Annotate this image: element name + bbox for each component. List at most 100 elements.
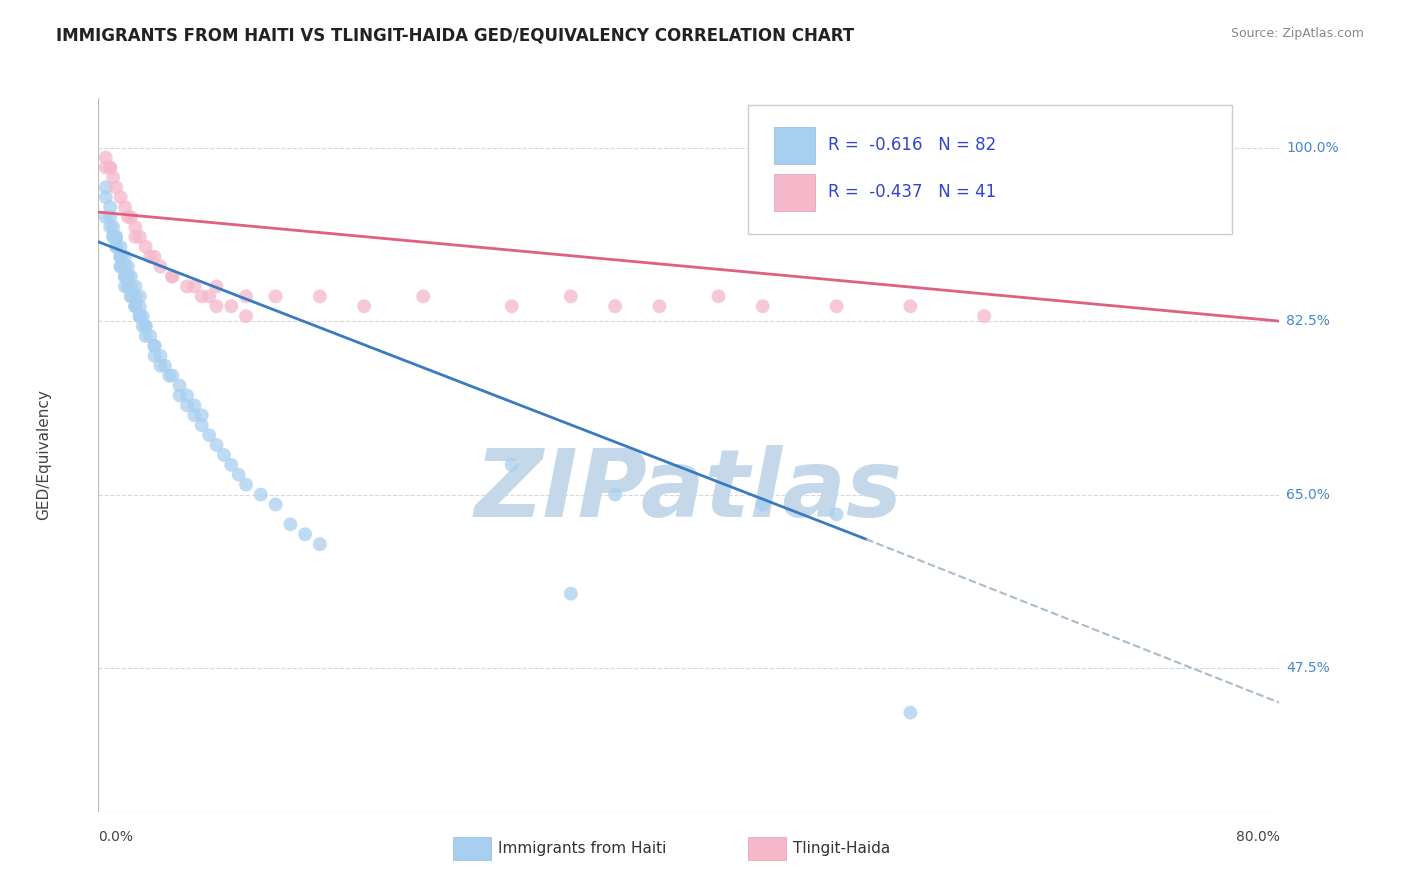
Point — [751, 299, 773, 313]
Point — [176, 398, 198, 412]
Bar — [748, 838, 786, 860]
Point — [98, 210, 121, 224]
Point — [135, 319, 157, 334]
FancyBboxPatch shape — [748, 105, 1232, 234]
Point — [132, 319, 155, 334]
Point — [114, 269, 136, 284]
Point — [605, 487, 627, 501]
Point — [105, 180, 128, 194]
Point — [198, 289, 221, 303]
Point — [191, 418, 214, 433]
Point — [900, 706, 922, 720]
Point — [560, 587, 582, 601]
Point — [169, 378, 191, 392]
Point — [117, 210, 139, 224]
Point — [124, 299, 146, 313]
Point — [143, 250, 166, 264]
Point — [117, 269, 139, 284]
Point — [114, 279, 136, 293]
Point — [124, 299, 146, 313]
Point — [149, 359, 172, 373]
Text: R =  -0.616   N = 82: R = -0.616 N = 82 — [828, 136, 997, 154]
Point — [149, 260, 172, 274]
Point — [114, 269, 136, 284]
Point — [183, 279, 205, 293]
Point — [110, 240, 132, 254]
Text: 100.0%: 100.0% — [1286, 141, 1339, 154]
Point — [309, 289, 332, 303]
Point — [103, 219, 125, 234]
Point — [94, 190, 117, 204]
Point — [110, 190, 132, 204]
Point — [94, 161, 117, 175]
Point — [128, 230, 150, 244]
Point — [120, 210, 142, 224]
Text: 0.0%: 0.0% — [98, 830, 134, 844]
Text: 65.0%: 65.0% — [1286, 488, 1330, 501]
Point — [825, 508, 848, 522]
Point — [264, 498, 287, 512]
Point — [110, 250, 132, 264]
Point — [135, 240, 157, 254]
Point — [105, 240, 128, 254]
Point — [94, 210, 117, 224]
Point — [501, 458, 523, 472]
Point — [751, 498, 773, 512]
Point — [157, 368, 180, 383]
Point — [110, 260, 132, 274]
Point — [278, 517, 302, 532]
Point — [103, 170, 125, 185]
Point — [235, 477, 257, 491]
Point — [309, 537, 332, 551]
Point — [176, 279, 198, 293]
Point — [412, 289, 434, 303]
Point — [128, 299, 150, 313]
Point — [114, 269, 136, 284]
Point — [501, 299, 523, 313]
Text: 47.5%: 47.5% — [1286, 661, 1330, 675]
Point — [900, 299, 922, 313]
Point — [235, 309, 257, 323]
Point — [294, 527, 316, 541]
Point — [120, 289, 142, 303]
Point — [143, 349, 166, 363]
Point — [98, 200, 121, 214]
Point — [128, 309, 150, 323]
Point — [219, 299, 242, 313]
Text: Immigrants from Haiti: Immigrants from Haiti — [498, 841, 666, 856]
Point — [103, 230, 125, 244]
Point — [105, 230, 128, 244]
Point — [139, 329, 162, 343]
Point — [105, 230, 128, 244]
Bar — [773, 127, 815, 164]
Point — [250, 487, 273, 501]
Point — [128, 289, 150, 303]
Point — [128, 309, 150, 323]
Point — [117, 260, 139, 274]
Point — [124, 230, 146, 244]
Point — [205, 299, 228, 313]
Point — [235, 289, 257, 303]
Point — [114, 260, 136, 274]
Point — [162, 269, 183, 284]
Point — [162, 269, 183, 284]
Point — [120, 289, 142, 303]
Point — [98, 161, 121, 175]
Point — [191, 289, 214, 303]
Point — [162, 368, 183, 383]
Point — [560, 289, 582, 303]
Point — [98, 161, 121, 175]
Point — [143, 339, 166, 353]
Point — [132, 309, 155, 323]
Point — [94, 151, 117, 165]
Point — [135, 319, 157, 334]
Point — [205, 438, 228, 452]
Point — [105, 240, 128, 254]
Point — [219, 458, 242, 472]
Point — [205, 279, 228, 293]
Point — [183, 409, 205, 423]
Point — [143, 339, 166, 353]
Point — [103, 230, 125, 244]
Bar — [453, 838, 491, 860]
Point — [114, 200, 136, 214]
